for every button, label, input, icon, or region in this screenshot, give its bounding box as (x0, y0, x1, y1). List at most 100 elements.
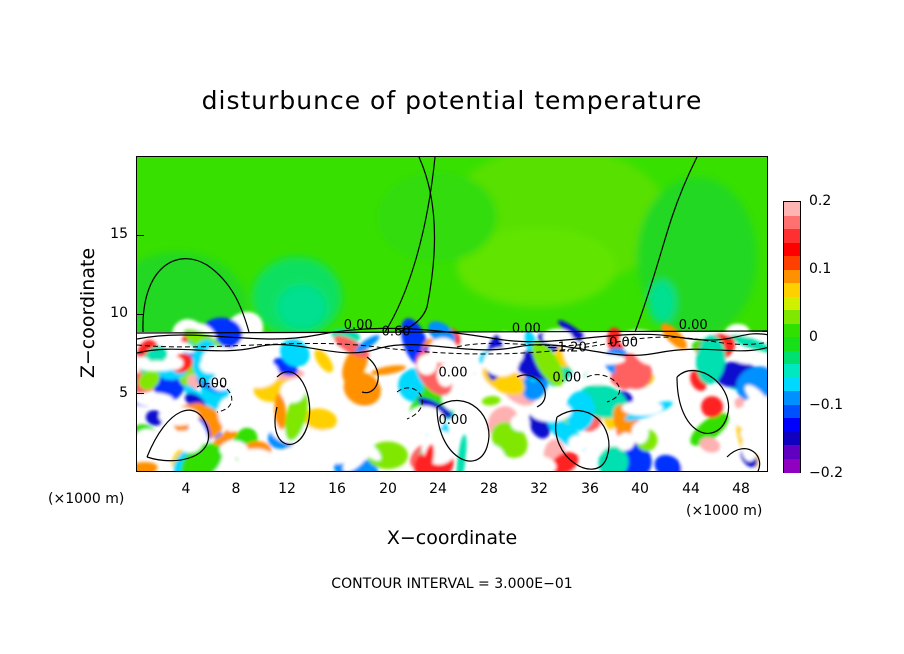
turbulence-blob (417, 397, 453, 418)
x-tick-label: 36 (581, 481, 599, 497)
turbulence-blob (736, 366, 767, 402)
turbulence-blob (585, 368, 611, 385)
x-tick-label: 48 (732, 481, 750, 497)
contour-label: 0.00 (512, 321, 541, 336)
turbulence-blob (481, 395, 501, 406)
turbulence-blob (304, 369, 319, 394)
turbulence-blob (158, 407, 200, 426)
turbulence-blob (417, 353, 438, 375)
colorbar-segment (784, 229, 800, 243)
turbulence-blob (237, 448, 274, 468)
colorbar-tick-label: −0.1 (809, 397, 843, 413)
colorbar-segment (784, 404, 800, 419)
turbulence-blob (236, 358, 279, 388)
x-tick-label: 12 (278, 481, 296, 497)
turbulence-blob (303, 408, 338, 431)
turbulence-blob (137, 461, 158, 471)
colorbar-segment (784, 242, 800, 257)
turbulence-blob (138, 369, 160, 390)
turbulence-blob (598, 446, 629, 471)
colorbar-segment (784, 202, 800, 216)
negative-contours (137, 336, 767, 420)
x-tick-label: 28 (480, 481, 498, 497)
turbulence-blob (367, 441, 409, 470)
turbulence-blob (531, 455, 557, 471)
turbulence-blob (510, 414, 530, 432)
turbulence-blob (213, 431, 238, 445)
colorbar-segment (784, 377, 800, 392)
turbulence-blob (145, 410, 164, 426)
turbulence-blob (284, 390, 308, 441)
turbulence-blob (690, 413, 729, 446)
turbulence-blob (274, 393, 287, 430)
colorbar (783, 201, 801, 473)
turbulence-blob (699, 437, 721, 453)
turbulence-blob (654, 454, 682, 471)
contour-label: 0.00 (552, 370, 581, 385)
colorbar-segment (784, 418, 800, 432)
contour-label: 0.60 (382, 325, 411, 340)
colorbar-segment (784, 283, 800, 297)
colorbar-tick-label: 0 (809, 329, 818, 345)
turbulence-blob (355, 335, 380, 353)
turbulence-blob (489, 348, 519, 364)
turbulence-blob (456, 434, 467, 471)
turbulence-blob (355, 437, 382, 461)
x-tick-label: 16 (328, 481, 346, 497)
turbulence-blob (733, 350, 766, 365)
heatmap-field: 0.00 0.60 0.00 −1.20 0.00 0.00 0.00 0.00 0.00 0.0… (137, 157, 767, 471)
colorbar-segment (784, 431, 800, 446)
turbulence-blob (580, 334, 598, 362)
x-tick-label: 4 (181, 481, 191, 497)
contour-interval-note: CONTOUR INTERVAL = 3.000E−01 (331, 576, 573, 592)
colorbar-segment (784, 350, 800, 365)
turbulence-blob (245, 415, 269, 428)
turbulence-blob (436, 363, 455, 387)
turbulence-blob (280, 380, 305, 403)
colorbar-segment (784, 256, 800, 270)
turbulence-blob (406, 405, 445, 435)
turbulence-blob (199, 357, 220, 374)
colorbar-segment (784, 458, 800, 473)
colorbar-tick-label: 0.2 (809, 193, 832, 209)
colorbar-tick-label: −0.2 (809, 465, 843, 481)
x-unit-left: (×1000 m) (48, 491, 125, 507)
contour-label: 0.00 (679, 318, 708, 333)
turbulence-blob (232, 353, 271, 365)
turbulence-blob (328, 448, 350, 464)
turbulence-blob (551, 451, 579, 471)
contour-label: 0.00 (609, 336, 638, 351)
turbulence-blob (743, 397, 767, 412)
contour-labels: 0.00 0.60 0.00 −1.20 0.00 0.00 0.00 0.00 0.00 0.0… (198, 318, 707, 428)
turbulence-blob (568, 435, 588, 452)
plot-area: 0.00 0.60 0.00 −1.20 0.00 0.00 0.00 0.00 0.00 0.0… (136, 156, 768, 472)
x-tick-label: 32 (530, 481, 548, 497)
turbulence-blob (137, 361, 178, 371)
turbulence-blob (468, 443, 506, 471)
colorbar-segment (784, 323, 800, 338)
turbulence-blob (314, 349, 334, 373)
x-tick-label: 40 (631, 481, 649, 497)
colorbar-tick-label: 0.1 (809, 261, 832, 277)
y-tick-label: 10 (110, 305, 128, 321)
turbulence-blob (589, 354, 626, 365)
turbulence-blob (137, 392, 174, 407)
turbulence-blob (420, 444, 435, 471)
turbulence-blob (529, 401, 572, 422)
contour-label: 0.00 (439, 366, 468, 381)
contour-label: 0.00 (198, 377, 227, 392)
y-tick-label: 15 (110, 226, 128, 242)
turbulence-blob (217, 397, 242, 431)
contour-lines (137, 157, 767, 471)
colorbar-segment (784, 364, 800, 378)
y-tick-label: 5 (119, 385, 128, 401)
x-tick-label: 20 (379, 481, 397, 497)
turbulence-blob (428, 337, 458, 364)
colorbar-segment (784, 296, 800, 311)
colorbar-segment (784, 391, 800, 405)
contour-label: 0.00 (344, 318, 373, 333)
colorbar-segment (784, 445, 800, 459)
colorbar-segment (784, 269, 800, 284)
turbulence-blob (343, 372, 381, 406)
turbulence-blob (609, 373, 631, 390)
